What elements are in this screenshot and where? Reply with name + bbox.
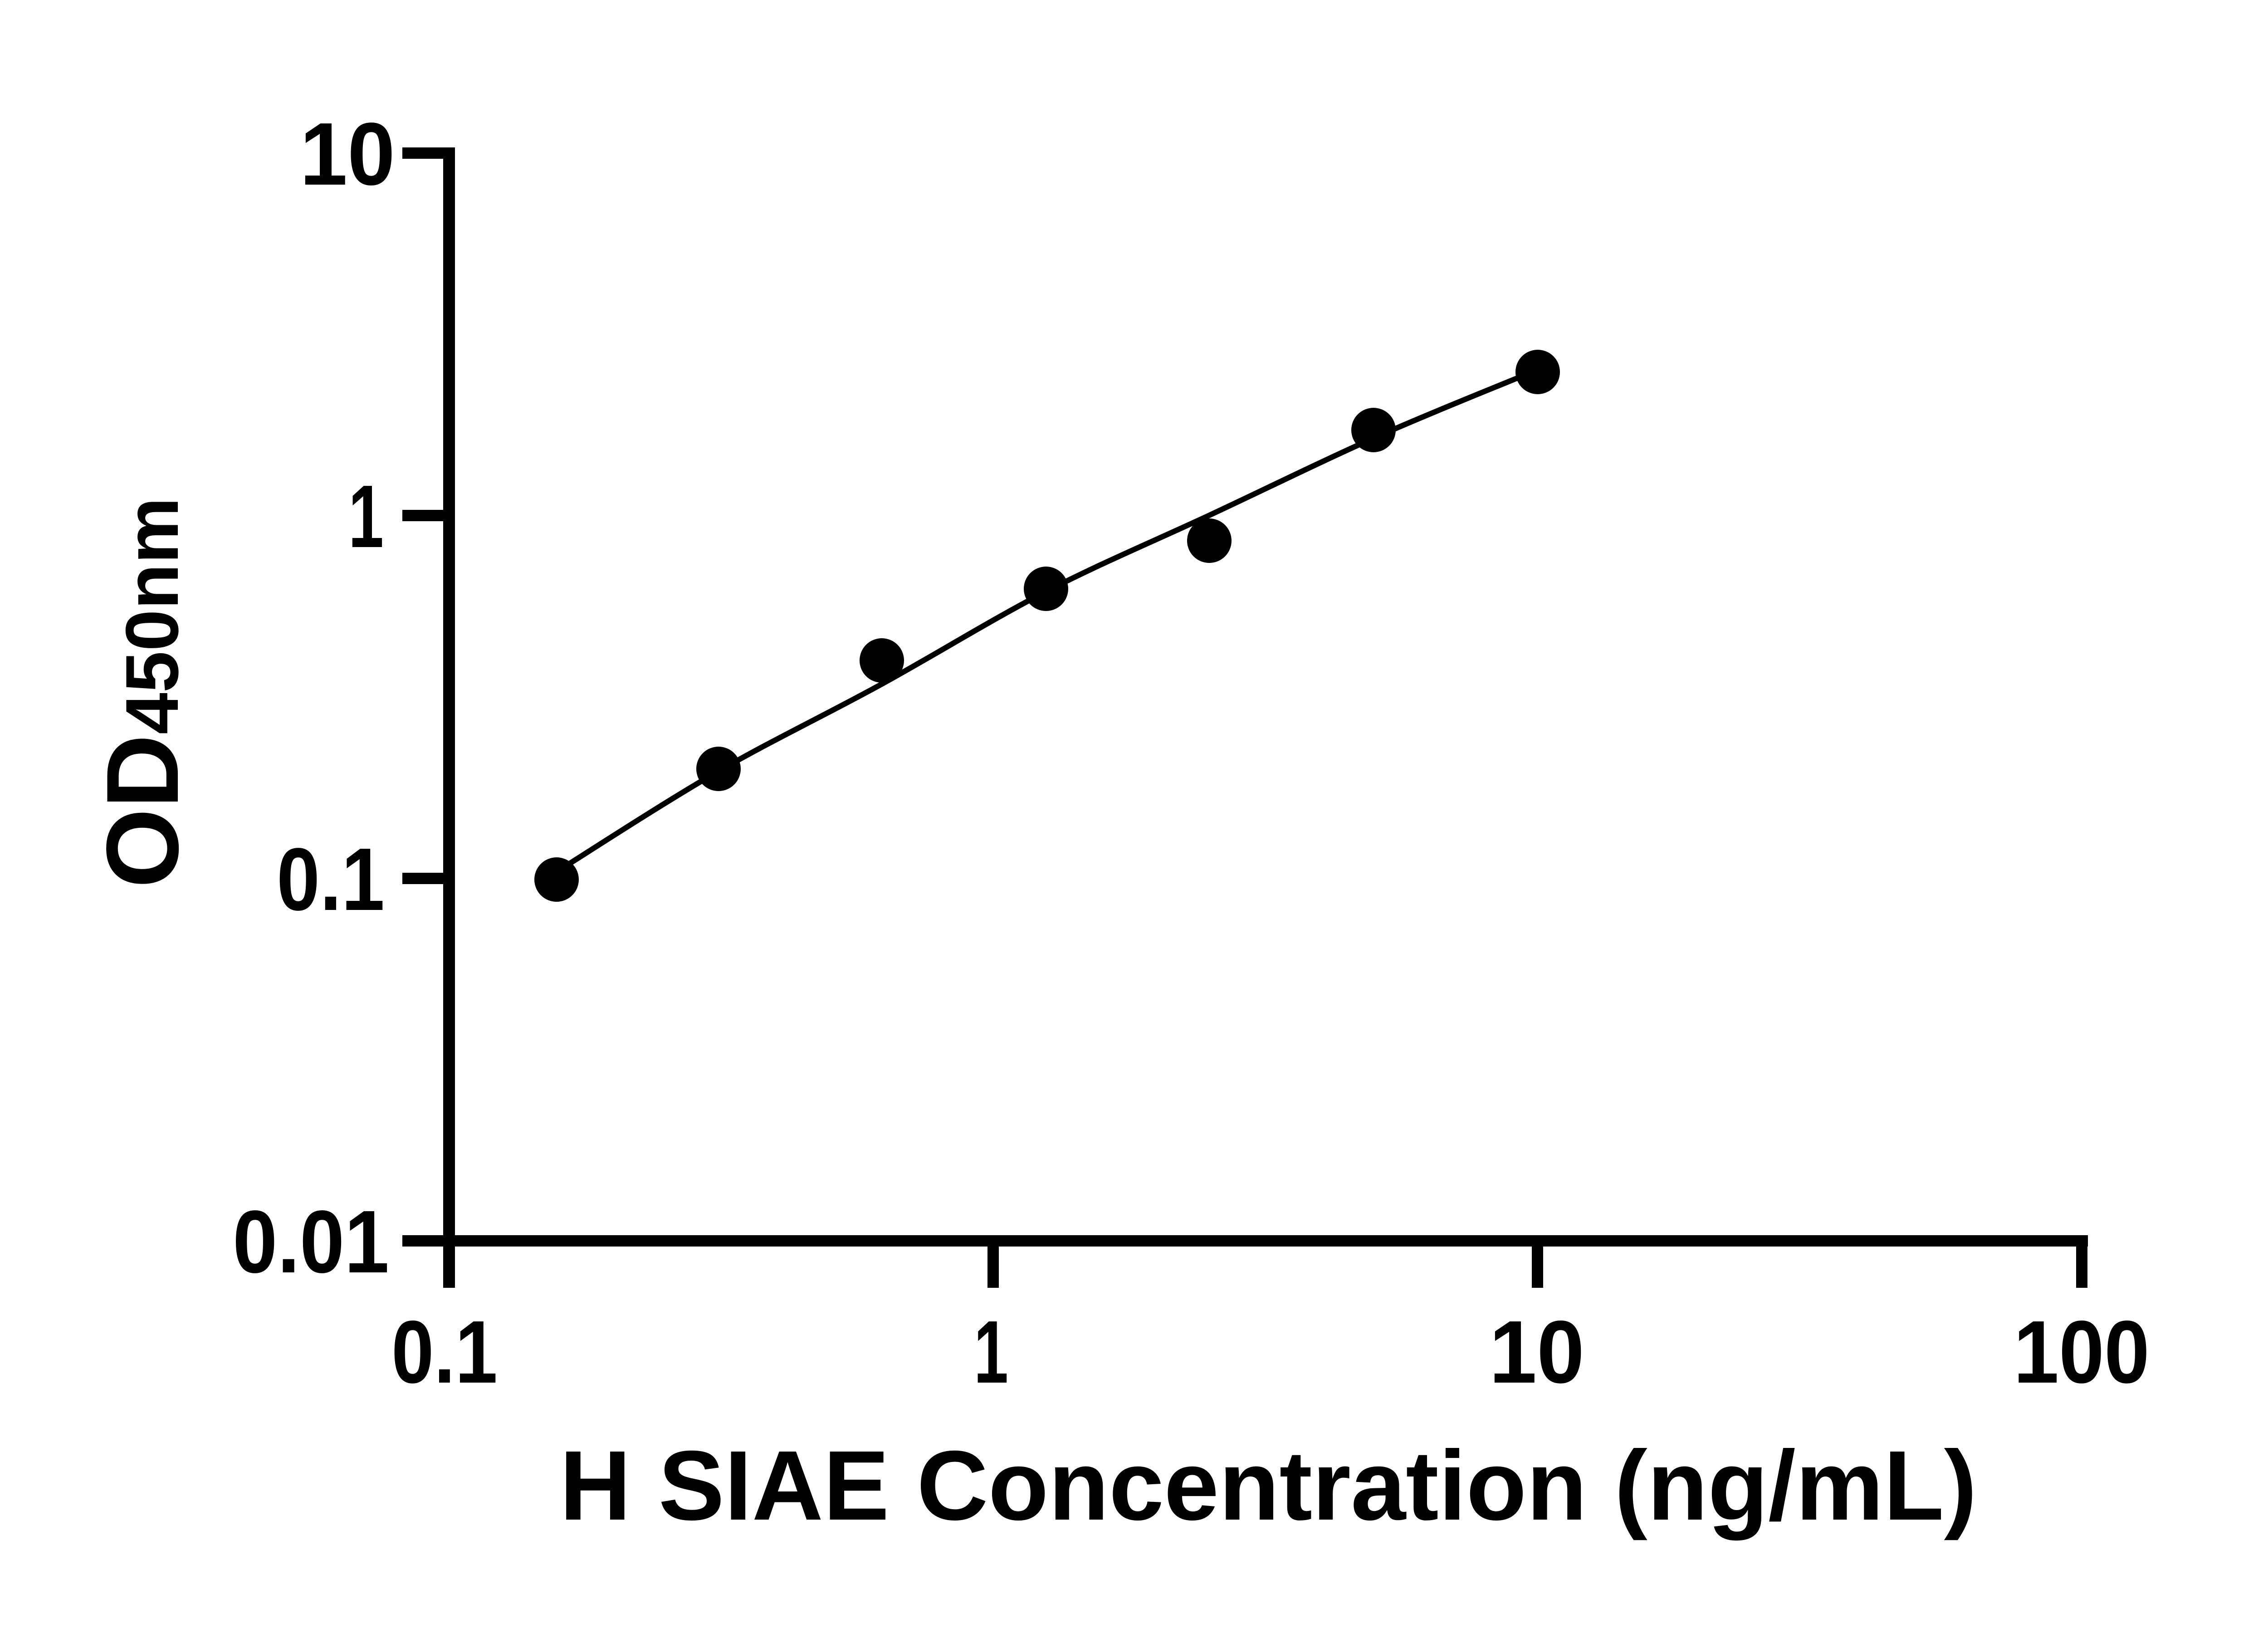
svg-text:OD450nm: OD450nm — [85, 497, 200, 888]
svg-text:100: 100 — [2014, 1302, 2150, 1402]
svg-text:0.1: 0.1 — [277, 830, 385, 929]
svg-text:10: 10 — [300, 104, 395, 204]
svg-text:H SIAE Concentration (ng/mL): H SIAE Concentration (ng/mL) — [560, 1431, 1977, 1541]
svg-text:10: 10 — [1489, 1302, 1584, 1402]
svg-text:1: 1 — [974, 1302, 1008, 1402]
svg-text:0.01: 0.01 — [233, 1192, 389, 1291]
svg-text:1: 1 — [348, 467, 384, 566]
svg-text:0.1: 0.1 — [391, 1302, 498, 1402]
